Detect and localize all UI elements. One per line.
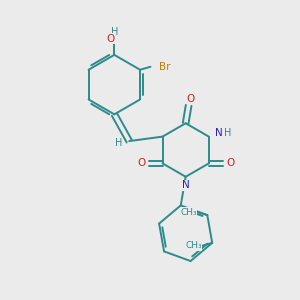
Text: O: O bbox=[137, 158, 145, 168]
Text: O: O bbox=[226, 158, 234, 168]
Text: H: H bbox=[224, 128, 232, 138]
Text: O: O bbox=[106, 34, 115, 44]
Text: H: H bbox=[115, 138, 122, 148]
Text: N: N bbox=[182, 180, 190, 190]
Text: O: O bbox=[186, 94, 194, 104]
Text: H: H bbox=[111, 27, 118, 37]
Text: CH₃: CH₃ bbox=[185, 242, 202, 250]
Text: CH₃: CH₃ bbox=[180, 208, 197, 217]
Text: Br: Br bbox=[159, 62, 171, 72]
Text: N: N bbox=[215, 128, 223, 138]
